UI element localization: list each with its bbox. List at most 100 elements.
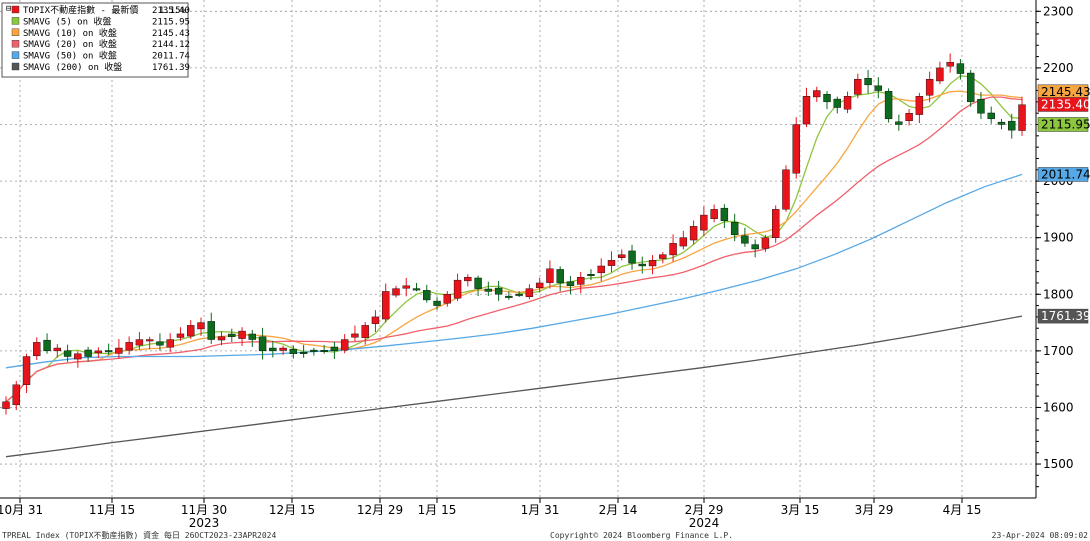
value-tag-text: 2145.43 — [1041, 85, 1090, 99]
candle-body — [135, 339, 144, 346]
candle-body — [340, 339, 349, 351]
candle-body — [402, 285, 410, 289]
candle-body — [823, 94, 831, 103]
candle-body — [782, 169, 790, 210]
x-tick-label: 2月 14 — [599, 503, 638, 517]
candle-body — [269, 347, 277, 352]
candle-body — [197, 322, 205, 330]
candle-body — [546, 268, 554, 283]
candle-body — [638, 263, 646, 267]
sma20-line — [5, 96, 1023, 403]
candle-body — [1018, 104, 1026, 131]
value-tag — [1037, 97, 1089, 112]
legend-value: 2135.40 — [152, 6, 190, 16]
candle-body — [351, 333, 359, 338]
candle-body — [361, 325, 369, 338]
y-tick-label: 2200 — [1043, 61, 1074, 75]
candle-body — [43, 339, 51, 352]
candle-body — [63, 350, 72, 357]
candle-body — [228, 333, 236, 337]
candle-body — [587, 274, 595, 276]
candle-body — [884, 91, 893, 120]
legend-value: 2144.12 — [152, 40, 190, 50]
candle-body — [433, 300, 441, 306]
value-tag — [1037, 117, 1089, 132]
candle-body — [22, 356, 31, 385]
x-tick-label: 3月 15 — [781, 503, 820, 517]
candle-body — [761, 237, 770, 249]
candle-body — [535, 282, 544, 289]
candle-body — [125, 342, 133, 351]
legend-label: TOPIX不動産指數 - 最新價 — [23, 4, 138, 16]
legend-swatch — [11, 5, 20, 14]
legend-swatch — [11, 62, 20, 71]
footer-timestamp: 23-Apr-2024 08:09:02 — [992, 531, 1089, 540]
value-tag — [1037, 308, 1089, 324]
value-tag-text: 2115.95 — [1041, 117, 1090, 131]
legend-label: SMAVG (50) on 收盤 — [23, 50, 117, 62]
x-axis: 10月 31 11月 15 11月 30 12月 15 12月 29 1月 15 1月 31… — [0, 497, 1036, 530]
candle-body — [2, 401, 10, 409]
candlestick-layer — [2, 53, 1026, 415]
candle-body — [484, 288, 493, 292]
y-axis: 150016001700180019002000210022002300 — [1035, 0, 1074, 498]
legend-swatch — [11, 51, 20, 59]
candle-body — [802, 96, 811, 125]
legend-value: 1761.39 — [152, 63, 190, 73]
candle-body — [648, 260, 657, 267]
candle-body — [382, 291, 390, 320]
candle-body — [659, 254, 667, 259]
candle-body — [474, 277, 482, 289]
footer-copyright: Copyright© 2024 Bloomberg Finance L.P. — [550, 531, 733, 540]
candle-body — [997, 121, 1006, 125]
candle-body — [453, 279, 462, 299]
candle-body — [156, 341, 164, 346]
grid-layer — [0, 0, 1036, 498]
legend-swatch — [11, 28, 20, 36]
candle-body — [525, 288, 534, 297]
legend-label: SMAVG (200) on 收盤 — [23, 61, 122, 73]
sma200-line — [5, 315, 1023, 458]
legend-box — [1, 2, 189, 78]
candle-body — [741, 235, 749, 244]
candle-body — [248, 333, 257, 340]
candle-body — [238, 330, 246, 339]
candle-body — [279, 347, 287, 351]
candle-body — [423, 290, 431, 301]
x-tick-label: 12月 15 — [269, 503, 315, 517]
x-tick-label: 11月 15 — [89, 503, 135, 517]
y-tick-label: 2300 — [1043, 4, 1074, 18]
candle-body — [956, 63, 965, 74]
candle-body — [310, 349, 318, 352]
candle-body — [833, 98, 841, 108]
candle-body — [145, 339, 154, 342]
candle-body — [669, 243, 677, 256]
candle-body — [730, 222, 739, 236]
y-tick-label: 1700 — [1043, 344, 1074, 358]
candle-body — [987, 112, 995, 120]
legend-change: 1.15% — [159, 6, 187, 16]
sma50-line — [5, 173, 1023, 369]
candle-body — [874, 85, 883, 91]
footer: TPREAL Index (TOPIX不動産指數) 資金 每日 26OCT202… — [2, 530, 1088, 540]
candle-body — [464, 277, 472, 282]
candle-body — [946, 62, 954, 67]
candle-body — [628, 250, 636, 264]
candle-body — [412, 288, 421, 291]
candle-body — [371, 316, 380, 325]
x-tick-label: 3月 29 — [855, 503, 894, 517]
candle-body — [53, 347, 62, 352]
x-tick-label: 4月 15 — [943, 503, 982, 517]
legend-collapse-icon: ⊟ — [6, 4, 11, 14]
candle-body — [12, 384, 20, 406]
legend-label: SMAVG (10) on 收盤 — [23, 27, 117, 39]
candle-body — [813, 90, 821, 98]
y-tick-label: 1600 — [1043, 400, 1074, 414]
value-tag — [1037, 167, 1089, 182]
x-tick-label: 1月 15 — [418, 503, 457, 517]
legend-swatch — [11, 40, 20, 48]
candle-body — [710, 209, 718, 219]
value-tag-text: 2011.74 — [1041, 167, 1090, 181]
legend-value: 2115.95 — [152, 17, 190, 27]
candle-body — [751, 244, 759, 250]
